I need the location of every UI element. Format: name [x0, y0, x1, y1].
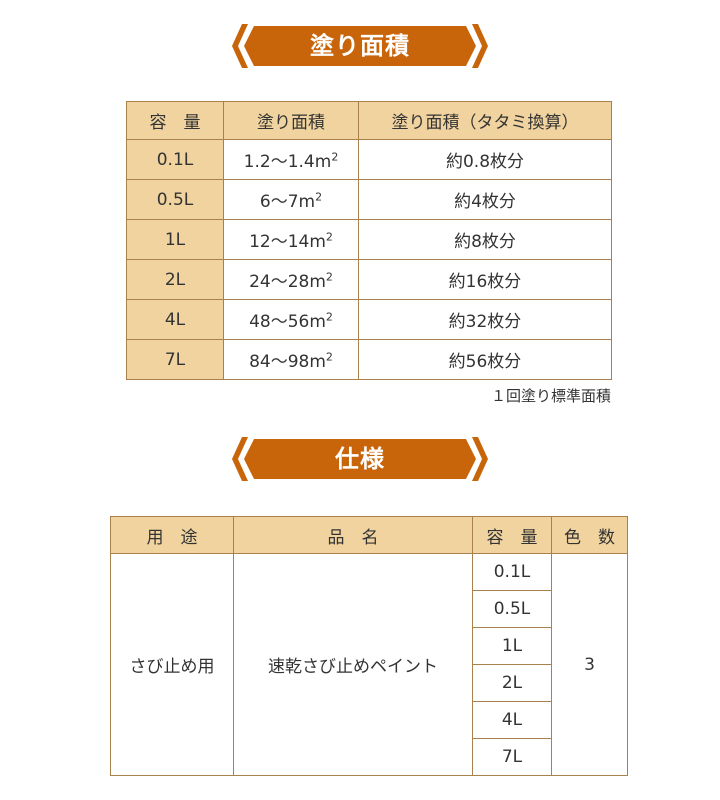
table-row: 0.5L 6〜7m2 約4枚分: [126, 179, 612, 220]
capacity-cell: 2L: [126, 259, 224, 300]
section-banner-spec: 仕様: [232, 437, 488, 481]
capacity-cell: 0.1L: [472, 553, 552, 591]
product-cell: 速乾さび止めペイント: [233, 553, 473, 776]
tatami-cell: 約0.8枚分: [358, 139, 612, 180]
header-capacity: 容 量: [472, 516, 552, 554]
area-value: 6〜7m: [259, 192, 316, 212]
area-value: 24〜28m: [249, 272, 326, 292]
capacity-cell: 1L: [126, 219, 224, 260]
capacity-cell: 7L: [126, 339, 224, 380]
header-tatami: 塗り面積（タタミ換算）: [358, 101, 612, 140]
capacity-cell: 7L: [472, 738, 552, 776]
coverage-table: 容 量 塗り面積 塗り面積（タタミ換算） 0.1L 1.2〜1.4m2 約0.8枚分…: [126, 101, 612, 380]
area-exponent: 2: [325, 230, 333, 244]
table-row: 7L: [111, 738, 628, 776]
area-cell: 48〜56m2: [223, 299, 359, 340]
table-row: さび止め用 速乾さび止めペイント 0.1L 3: [110, 553, 628, 776]
area-exponent: 2: [315, 190, 323, 204]
use-cell: さび止め用: [110, 553, 234, 776]
section-title: 仕様: [335, 445, 385, 473]
area-value: 48〜56m: [249, 312, 326, 332]
section-title: 塗り面積: [310, 32, 410, 60]
table-row: 4L 48〜56m2 約32枚分: [126, 299, 612, 340]
header-use: 用 途: [110, 516, 234, 554]
capacity-cell: 0.5L: [472, 590, 552, 628]
header-colors: 色 数: [551, 516, 628, 554]
colors-cell: 3: [551, 553, 628, 776]
section-banner-coverage: 塗り面積: [232, 24, 488, 68]
table-row: 0.5L: [111, 590, 628, 628]
table-row: 1L 12〜14m2 約8枚分: [126, 219, 612, 260]
table-row: 7L 84〜98m2 約56枚分: [126, 339, 612, 380]
capacity-cell: 0.1L: [126, 139, 224, 180]
header-product: 品 名: [233, 516, 473, 554]
area-value: 1.2〜1.4m: [243, 152, 332, 172]
header-area: 塗り面積: [223, 101, 359, 140]
area-value: 12〜14m: [249, 232, 326, 252]
tatami-cell: 約8枚分: [358, 219, 612, 260]
area-value: 84〜98m: [249, 352, 326, 372]
table-header-row: 用 途 品 名 容 量 色 数: [110, 516, 628, 554]
area-cell: 84〜98m2: [223, 339, 359, 380]
area-cell: 6〜7m2: [223, 179, 359, 220]
tatami-cell: 約16枚分: [358, 259, 612, 300]
area-cell: 12〜14m2: [223, 219, 359, 260]
area-exponent: 2: [331, 150, 339, 164]
capacity-cell: 2L: [472, 664, 552, 702]
capacity-cell: 4L: [126, 299, 224, 340]
area-cell: 24〜28m2: [223, 259, 359, 300]
tatami-cell: 約56枚分: [358, 339, 612, 380]
area-exponent: 2: [325, 310, 333, 324]
header-capacity: 容 量: [126, 101, 224, 140]
table-row: 1L: [111, 627, 628, 665]
area-exponent: 2: [325, 270, 333, 284]
footnote: １回塗り標準面積: [490, 387, 611, 405]
capacity-cell: 1L: [472, 627, 552, 665]
area-cell: 1.2〜1.4m2: [223, 139, 359, 180]
capacity-cell: 0.5L: [126, 179, 224, 220]
spec-table: 用 途 品 名 容 量 色 数 さび止め用 速乾さび止めペイント 0.1L 3 0.5L…: [110, 516, 628, 776]
area-exponent: 2: [325, 350, 333, 364]
tatami-cell: 約32枚分: [358, 299, 612, 340]
table-row: 2L 24〜28m2 約16枚分: [126, 259, 612, 300]
capacity-cell: 4L: [472, 701, 552, 739]
tatami-cell: 約4枚分: [358, 179, 612, 220]
table-row: 0.1L 1.2〜1.4m2 約0.8枚分: [126, 139, 612, 180]
table-header-row: 容 量 塗り面積 塗り面積（タタミ換算）: [126, 101, 612, 140]
